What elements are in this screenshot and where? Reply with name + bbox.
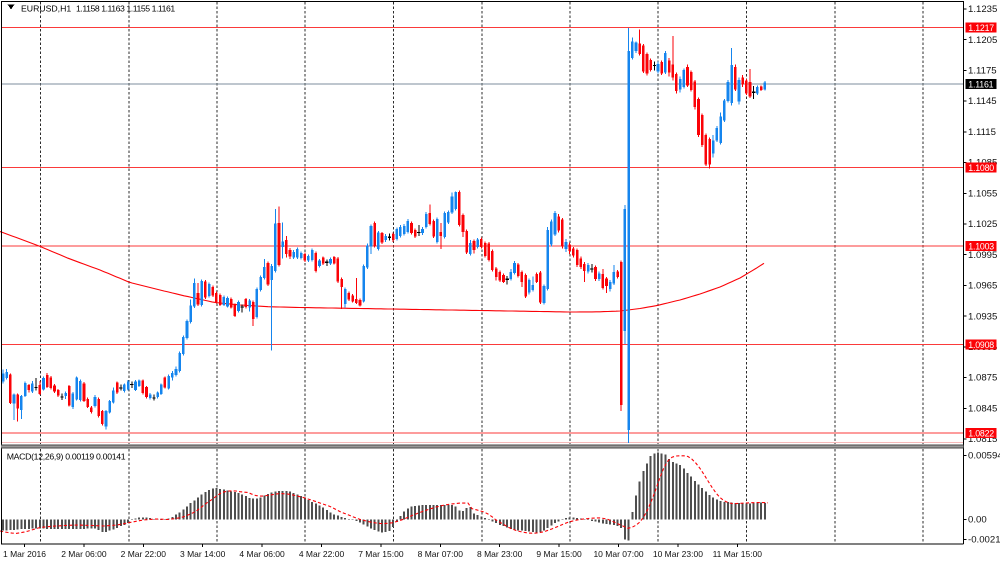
svg-text:1 Mar 2016: 1 Mar 2016	[3, 549, 46, 559]
svg-text:1.1158 1.1163 1.1155 1.1161: 1.1158 1.1163 1.1155 1.1161	[76, 3, 175, 13]
svg-text:1.1175: 1.1175	[968, 66, 997, 77]
svg-text:8 Mar 23:00: 8 Mar 23:00	[477, 549, 523, 559]
svg-text:1.0935: 1.0935	[968, 311, 997, 322]
svg-text:10 Mar 23:00: 10 Mar 23:00	[653, 549, 703, 559]
svg-text:1.0822: 1.0822	[968, 428, 994, 438]
svg-text:1.1161: 1.1161	[968, 79, 993, 89]
svg-text:1.1217: 1.1217	[968, 23, 994, 33]
svg-text:-0.00212: -0.00212	[968, 535, 1000, 546]
svg-text:3 Mar 14:00: 3 Mar 14:00	[180, 549, 226, 559]
svg-text:EURUSD,H1: EURUSD,H1	[21, 3, 71, 13]
svg-text:1.1003: 1.1003	[968, 241, 994, 251]
svg-text:1.0845: 1.0845	[968, 403, 997, 414]
svg-text:0.00: 0.00	[968, 515, 987, 526]
svg-text:1.1025: 1.1025	[968, 219, 997, 230]
svg-text:8 Mar 07:00: 8 Mar 07:00	[418, 549, 464, 559]
svg-text:1.1235: 1.1235	[968, 4, 997, 15]
svg-text:0.00594: 0.00594	[968, 450, 1000, 461]
svg-text:1.0995: 1.0995	[968, 250, 997, 261]
svg-text:1.1145: 1.1145	[968, 96, 997, 107]
svg-text:2 Mar 06:00: 2 Mar 06:00	[61, 549, 107, 559]
svg-text:1.0965: 1.0965	[968, 281, 997, 292]
svg-text:MACD(12,26,9) 0.00119 0.00141: MACD(12,26,9) 0.00119 0.00141	[7, 451, 126, 461]
svg-text:1.1055: 1.1055	[968, 188, 997, 199]
svg-text:1.1205: 1.1205	[968, 35, 997, 46]
svg-text:7 Mar 15:00: 7 Mar 15:00	[358, 549, 404, 559]
svg-text:10 Mar 07:00: 10 Mar 07:00	[593, 549, 643, 559]
svg-text:11 Mar 15:00: 11 Mar 15:00	[713, 549, 763, 559]
svg-text:1.0908: 1.0908	[968, 340, 994, 350]
svg-text:2 Mar 22:00: 2 Mar 22:00	[121, 549, 167, 559]
svg-text:4 Mar 22:00: 4 Mar 22:00	[299, 549, 345, 559]
svg-text:1.1080: 1.1080	[968, 163, 994, 173]
svg-text:1.1115: 1.1115	[968, 127, 996, 138]
svg-text:4 Mar 06:00: 4 Mar 06:00	[239, 549, 285, 559]
svg-text:1.0875: 1.0875	[968, 373, 997, 384]
svg-text:9 Mar 15:00: 9 Mar 15:00	[536, 549, 582, 559]
